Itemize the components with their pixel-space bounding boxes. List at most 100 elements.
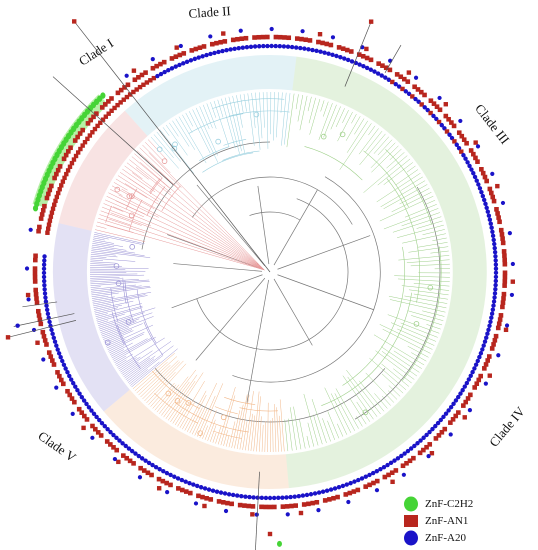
a20-marker: [263, 495, 269, 501]
an1-marker: [267, 504, 273, 510]
clade-2-leaf: [262, 92, 265, 128]
an1-marker: [239, 36, 245, 42]
an1-marker: [280, 504, 286, 509]
a20-marker: [493, 278, 499, 284]
an1-marker: [57, 164, 63, 169]
clade-4-leaf: [187, 394, 207, 432]
an1-marker: [259, 504, 264, 510]
clade-3-leaf: [299, 419, 306, 449]
an1-marker: [459, 149, 464, 154]
clade-3-leaf: [401, 212, 440, 227]
clade-i-long-branch: [139, 162, 265, 271]
c2h2-marker: [100, 92, 106, 99]
a20-marker: [251, 495, 256, 500]
an1-marker: [116, 459, 121, 465]
a20-marker: [441, 414, 446, 420]
a20-marker: [91, 411, 97, 416]
an1-marker: [169, 56, 175, 61]
an1-marker: [98, 433, 104, 438]
clade-2-leaf: [251, 92, 256, 129]
an1-marker: [104, 439, 110, 444]
clade-5-leaf: [129, 369, 148, 385]
a20-marker: [210, 488, 216, 493]
clade-4-leaf: [247, 413, 253, 451]
an1-marker: [72, 399, 77, 405]
clade-3-leaf: [423, 199, 436, 206]
an1-marker: [487, 373, 492, 378]
a20-marker: [51, 335, 56, 340]
an1-marker: [336, 45, 342, 50]
a20-marker: [49, 327, 54, 333]
a20-marker: [488, 221, 493, 226]
clade-3-arc: [321, 292, 412, 406]
clade-5-leaf: [131, 348, 178, 388]
an1-marker: [468, 392, 473, 398]
an1-marker: [136, 75, 141, 80]
a20-marker: [493, 258, 498, 263]
clade-1-leaf: [119, 172, 146, 190]
clade-4-leaf: [134, 361, 168, 392]
a20-marker: [489, 311, 495, 316]
an1-marker: [243, 35, 249, 41]
clade-1-arc: [125, 188, 138, 210]
clade-5-leaf: [90, 265, 122, 267]
clade-5-leaf: [90, 278, 122, 281]
an1-marker: [322, 498, 328, 503]
clade-5-leaf: [91, 252, 116, 256]
a20-marker: [493, 274, 499, 280]
clade-5-leaf: [105, 336, 124, 345]
a20-marker: [112, 456, 118, 462]
clade-3-leaf: [395, 169, 419, 186]
an1-marker: [121, 453, 126, 458]
an1-marker: [450, 417, 456, 422]
clade-3-leaf: [391, 192, 432, 213]
an1-marker: [59, 377, 64, 383]
clade-3-leaf: [313, 414, 323, 445]
clade-2-leaf: [178, 116, 207, 164]
clade-5-leaf: [90, 277, 120, 279]
clade-2-leaf: [210, 102, 217, 118]
a20-marker: [294, 45, 299, 50]
backbone-branch: [173, 263, 263, 272]
a20-marker: [408, 446, 414, 451]
an1-marker: [67, 392, 73, 398]
clade-5-leaf: [99, 318, 132, 330]
a20-marker: [322, 50, 327, 55]
clade-i-long-branch: [108, 218, 265, 271]
an1-marker: [489, 190, 494, 196]
a20-marker: [97, 417, 102, 423]
an1-marker: [263, 504, 269, 510]
a20-marker: [493, 287, 498, 292]
an1-marker: [463, 399, 469, 405]
clade-4-leaf: [264, 421, 266, 452]
a20-marker: [75, 388, 80, 393]
a20-marker: [150, 462, 155, 468]
clade-3-leaf: [370, 142, 396, 168]
an1-marker: [298, 510, 304, 516]
a20-marker: [239, 493, 244, 499]
clade-5-leaf: [97, 313, 125, 323]
clade-5-leaf: [102, 327, 130, 339]
clade-2-label-band: [124, 55, 297, 137]
clade-1-leaf: [122, 168, 156, 193]
an1-marker: [44, 342, 49, 347]
bootstrap-node: [128, 212, 135, 219]
clade-3-leaf: [309, 98, 321, 135]
an1-marker: [52, 202, 57, 207]
a20-marker: [363, 474, 368, 479]
clade-5-leaf: [112, 337, 153, 360]
an1-marker: [502, 279, 508, 284]
clade-5-leaf: [108, 333, 144, 352]
a20-marker: [208, 51, 213, 57]
clade-4-leaf: [189, 407, 203, 434]
a20-marker: [364, 65, 370, 71]
clade-3-leaf: [432, 237, 447, 241]
a20-marker: [361, 64, 366, 69]
an1-marker: [55, 370, 60, 375]
a20-marker: [47, 319, 52, 325]
clade-4-leaf: [234, 404, 244, 449]
a20-marker: [403, 89, 409, 94]
an1-marker: [37, 317, 43, 322]
a20-marker: [235, 493, 240, 498]
an1-marker: [502, 253, 507, 258]
